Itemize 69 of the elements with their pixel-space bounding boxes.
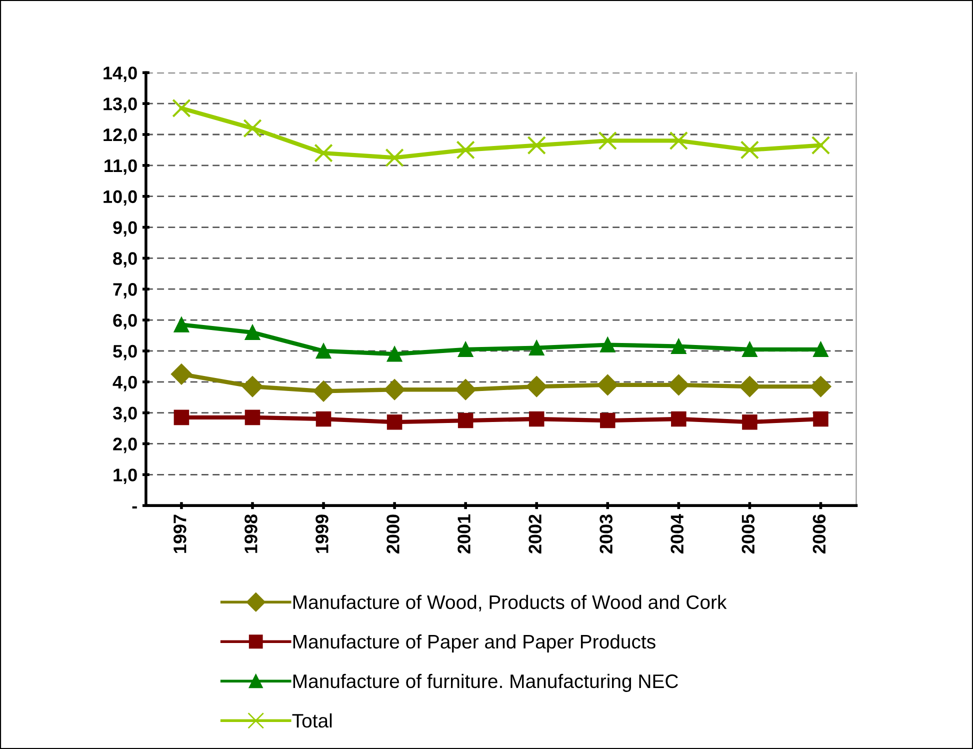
point <box>527 136 546 155</box>
legend-label: Total <box>292 713 332 728</box>
x-tick-label: 2004 <box>670 514 684 554</box>
y-tick-label: 8,0 <box>113 252 137 268</box>
x-tick-label: 2001 <box>458 514 470 554</box>
point <box>244 410 260 426</box>
point <box>386 346 402 362</box>
point <box>458 342 474 358</box>
point <box>385 148 404 168</box>
point <box>172 98 191 118</box>
x-tick-label: 2002 <box>528 514 542 554</box>
point <box>597 374 618 396</box>
x-tick-label: 2000 <box>386 514 400 554</box>
y-tick-label: 9,0 <box>113 221 137 237</box>
x-tick-label: 2003 <box>600 514 613 554</box>
point <box>528 340 544 356</box>
point <box>243 118 262 138</box>
legend-label: Manufacture of furniture. Manufacturing NEC <box>293 674 678 692</box>
point <box>600 337 616 352</box>
y-tick-label: 1,0 <box>114 468 137 484</box>
point <box>313 380 334 402</box>
point <box>384 379 406 400</box>
point <box>811 136 830 155</box>
point <box>316 343 332 359</box>
x-tick-label: 1997 <box>174 514 186 553</box>
point <box>528 411 544 427</box>
point <box>671 338 686 354</box>
point <box>174 317 190 332</box>
point <box>455 379 476 400</box>
point <box>668 374 690 396</box>
point <box>742 342 758 358</box>
y-tick-label: 7,0 <box>113 283 137 298</box>
point <box>170 364 192 385</box>
y-tick-label: 11,0 <box>104 159 137 175</box>
y-tick-label: 4,0 <box>112 376 137 392</box>
y-tick-label: - <box>132 506 137 509</box>
x-tick-label: 1999 <box>316 514 328 553</box>
point <box>316 411 332 427</box>
y-tick-label: 5,0 <box>113 344 137 360</box>
point <box>526 376 548 398</box>
y-tick-label: 14,0 <box>104 66 137 82</box>
x-tick-label: 1998 <box>244 514 258 553</box>
point <box>314 144 333 162</box>
point <box>244 324 260 340</box>
point <box>386 414 402 430</box>
point <box>458 412 474 428</box>
point <box>671 411 686 427</box>
point <box>242 376 264 398</box>
point <box>739 376 760 398</box>
y-tick-label: 3,0 <box>112 406 137 422</box>
x-tick-label: 2006 <box>812 514 826 554</box>
point <box>813 411 828 427</box>
y-tick-label: 13,0 <box>104 98 137 113</box>
y-tick-label: 6,0 <box>113 314 137 330</box>
y-tick-label: 2,0 <box>113 438 137 454</box>
point <box>174 410 190 426</box>
point <box>810 376 832 398</box>
y-tick-label: 12,0 <box>104 128 137 144</box>
point <box>598 131 618 150</box>
x-tick-label: 2005 <box>742 514 755 554</box>
point <box>669 131 688 150</box>
point <box>813 342 828 358</box>
point <box>742 414 758 430</box>
point <box>740 140 760 160</box>
y-tick-label: 10,0 <box>104 190 137 206</box>
legend-label: Manufacture of Paper and Paper Products <box>293 634 656 652</box>
point <box>600 412 616 428</box>
point <box>456 140 475 160</box>
legend-label: Manufacture of Wood, Products of Wood and Cork <box>293 594 727 612</box>
